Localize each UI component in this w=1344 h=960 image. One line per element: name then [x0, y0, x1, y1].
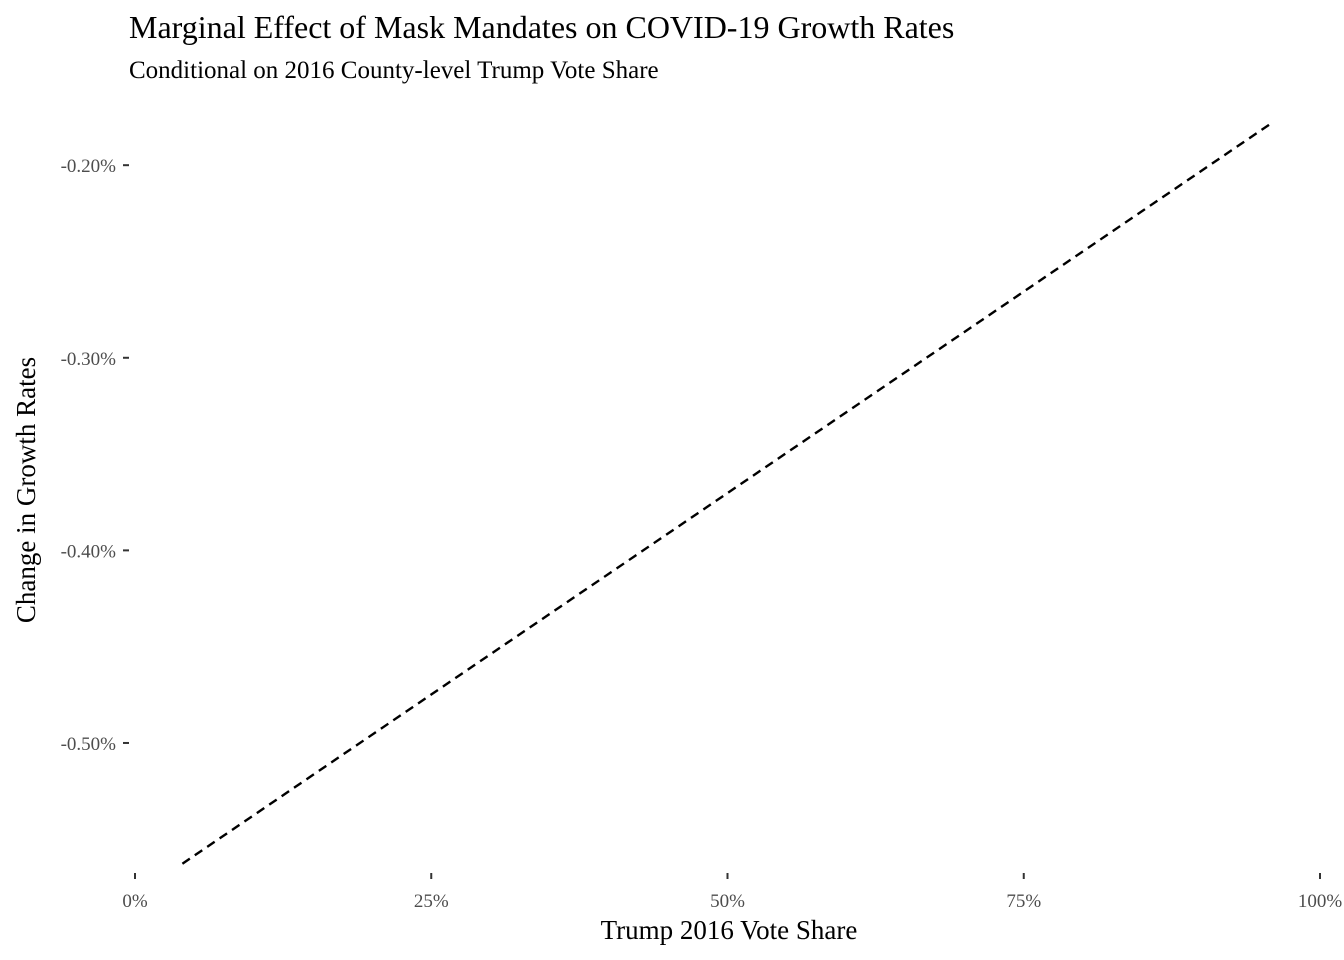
chart-subtitle: Conditional on 2016 County-level Trump V…: [129, 57, 659, 84]
plot-series: [181, 121, 1274, 865]
y-tick-label: -0.20%: [61, 156, 117, 177]
x-tick-label: 100%: [1298, 891, 1343, 912]
x-tick-label: 75%: [1006, 891, 1041, 912]
y-axis-title: Change in Growth Rates: [11, 357, 41, 623]
chart-title: Marginal Effect of Mask Mandates on COVI…: [129, 9, 954, 45]
x-tick-label: 50%: [710, 891, 745, 912]
y-tick-label: -0.30%: [61, 349, 117, 370]
y-tick-label: -0.50%: [61, 734, 117, 755]
y-axis: -0.20% -0.30% -0.40% -0.50%: [61, 156, 129, 755]
x-axis-title: Trump 2016 Vote Share: [601, 915, 858, 945]
x-axis: 0% 25% 50% 75% 100%: [122, 873, 1342, 912]
y-tick-label: -0.40%: [61, 541, 117, 562]
x-tick-label: 25%: [414, 891, 449, 912]
series-line-0: [181, 121, 1274, 865]
x-tick-label: 0%: [122, 891, 148, 912]
